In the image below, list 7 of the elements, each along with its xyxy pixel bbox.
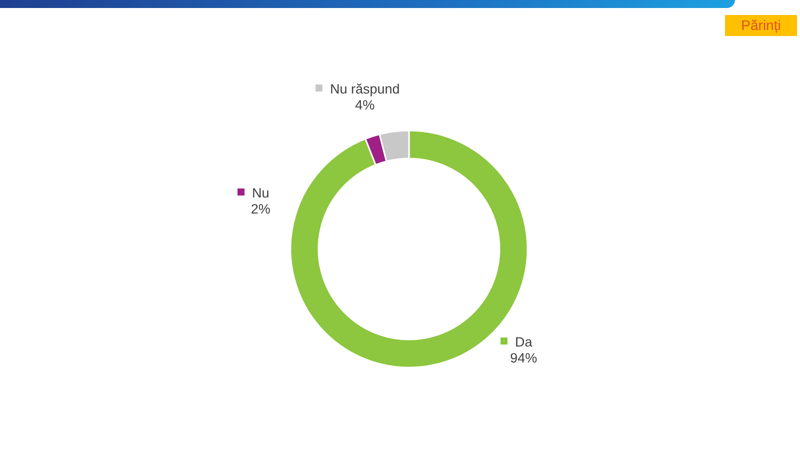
legend-label: Nu răspund (330, 82, 400, 96)
legend-label: Nu (252, 186, 270, 200)
legend-label: Da (515, 334, 533, 350)
data-label: 94% (510, 350, 538, 366)
data-label: 4% (355, 98, 375, 112)
data-label: 2% (250, 202, 270, 216)
text: Părinți (725, 15, 797, 36)
